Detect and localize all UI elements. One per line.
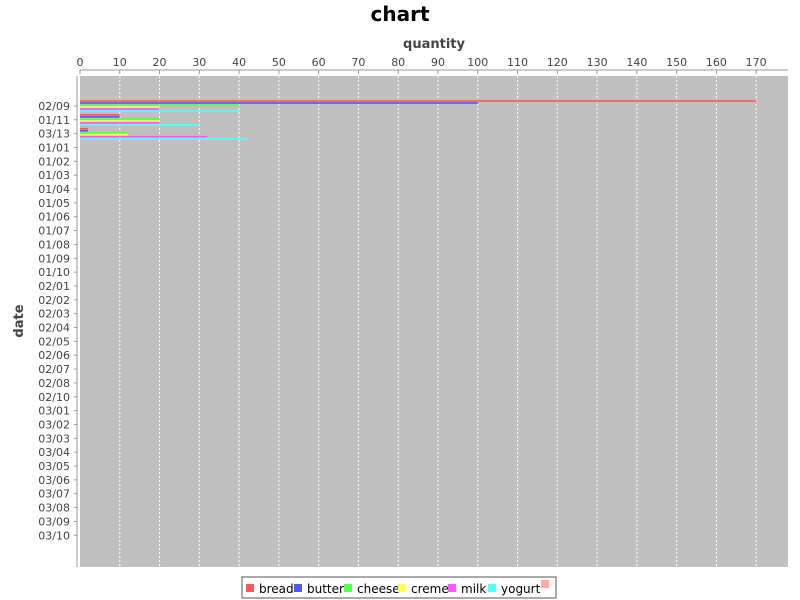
x-tick-label: 150 <box>666 56 687 69</box>
y-tick-label: 03/03 <box>38 432 70 445</box>
y-tick-label: 03/01 <box>38 405 70 418</box>
y-tick-label: 02/10 <box>38 391 70 404</box>
gridlines <box>119 76 757 567</box>
bar <box>80 110 240 112</box>
legend-swatch <box>294 584 302 592</box>
y-tick-label: 03/07 <box>38 488 70 501</box>
y-tick-label: 02/09 <box>38 100 70 113</box>
chart-title: chart <box>370 2 429 26</box>
y-tick-label: 02/07 <box>38 363 70 376</box>
y-axis-label: date <box>12 304 27 337</box>
bar <box>80 133 128 136</box>
legend-label: cheese <box>357 582 400 596</box>
bar <box>80 118 160 120</box>
x-tick-label: 10 <box>113 56 127 69</box>
x-tick-label: 30 <box>192 56 206 69</box>
y-tick-label: 03/13 <box>38 128 70 141</box>
legend-swatch <box>488 584 496 592</box>
y-tick-label: 01/02 <box>38 155 70 168</box>
y-tick-label: 01/05 <box>38 197 70 210</box>
y-tick-label: 02/08 <box>38 377 70 390</box>
bar <box>80 114 120 116</box>
y-tick-label: 02/03 <box>38 308 70 321</box>
x-tick-label: 90 <box>431 56 445 69</box>
bars <box>80 100 757 140</box>
y-tick-label: 02/05 <box>38 335 70 348</box>
y-tick-label: 03/09 <box>38 515 70 528</box>
x-tick-label: 40 <box>232 56 246 69</box>
y-tick-label: 03/02 <box>38 418 70 431</box>
legend-swatch <box>398 584 406 592</box>
y-tick-label: 03/06 <box>38 474 70 487</box>
bar <box>80 106 160 108</box>
x-tick-label: 130 <box>587 56 608 69</box>
legend-label: butter <box>307 582 344 596</box>
y-axis-ticks: 02/0901/1103/1301/0101/0201/0301/0401/05… <box>38 100 77 542</box>
legend-label: bread <box>259 582 294 596</box>
legend-swatch <box>344 584 352 592</box>
y-tick-label: 01/04 <box>38 183 70 196</box>
x-tick-label: 140 <box>626 56 647 69</box>
x-tick-label: 0 <box>77 56 84 69</box>
y-tick-label: 01/06 <box>38 211 70 224</box>
y-tick-label: 01/08 <box>38 238 70 251</box>
y-tick-label: 01/10 <box>38 266 70 279</box>
legend-swatch <box>246 584 254 592</box>
legend-swatch <box>541 580 549 588</box>
bar <box>80 100 757 102</box>
x-tick-label: 120 <box>547 56 568 69</box>
plot-area <box>80 76 788 567</box>
y-tick-label: 03/05 <box>38 460 70 473</box>
x-tick-label: 80 <box>391 56 405 69</box>
bar <box>80 131 128 134</box>
bar <box>80 124 200 126</box>
x-tick-label: 70 <box>351 56 365 69</box>
bar <box>80 137 248 140</box>
x-tick-label: 20 <box>153 56 167 69</box>
y-tick-label: 02/06 <box>38 349 70 362</box>
bar <box>80 122 160 124</box>
x-tick-label: 170 <box>746 56 767 69</box>
y-tick-label: 03/04 <box>38 446 70 459</box>
bar <box>80 127 88 130</box>
y-tick-label: 03/08 <box>38 502 70 515</box>
legend-label: milk <box>461 582 486 596</box>
bar <box>80 108 160 110</box>
x-tick-label: 50 <box>272 56 286 69</box>
y-tick-label: 02/02 <box>38 294 70 307</box>
bar <box>80 104 240 106</box>
x-axis-label: quantity <box>403 37 465 52</box>
legend-label: yogurt <box>501 582 541 596</box>
y-tick-label: 01/01 <box>38 141 70 154</box>
y-tick-label: 02/04 <box>38 322 70 335</box>
x-tick-label: 110 <box>507 56 528 69</box>
x-tick-label: 60 <box>312 56 326 69</box>
y-tick-label: 03/10 <box>38 529 70 542</box>
bar <box>80 120 160 122</box>
bar <box>80 129 88 132</box>
y-tick-label: 02/01 <box>38 280 70 293</box>
legend-label: creme <box>411 582 449 596</box>
bar <box>80 116 120 118</box>
x-tick-label: 160 <box>706 56 727 69</box>
y-tick-label: 01/03 <box>38 169 70 182</box>
bar <box>80 135 208 138</box>
y-tick-label: 01/11 <box>38 114 70 127</box>
legend-items: bread butter cheese creme milk yogurt <box>246 580 549 596</box>
x-axis-ticks: 0 10 20 30 40 50 60 70 80 90 100 110 120 130 140 150 160… <box>77 56 767 74</box>
x-tick-label: 100 <box>467 56 488 69</box>
y-tick-label: 01/07 <box>38 225 70 238</box>
y-tick-label: 01/09 <box>38 252 70 265</box>
legend-swatch <box>448 584 456 592</box>
bar <box>80 102 478 104</box>
